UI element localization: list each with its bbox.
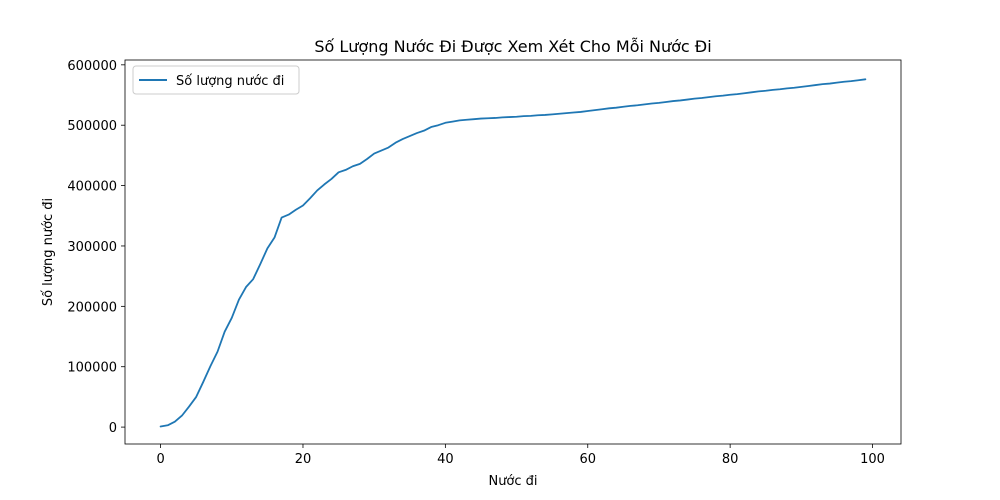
y-tick-label: 500000 bbox=[67, 119, 117, 134]
y-tick-label: 400000 bbox=[67, 180, 117, 195]
chart-title: Số Lượng Nước Đi Được Xem Xét Cho Mỗi Nư… bbox=[314, 37, 711, 56]
series-line bbox=[159, 78, 867, 428]
y-tick-label: 200000 bbox=[67, 300, 117, 315]
x-tick-label: 40 bbox=[437, 452, 454, 467]
y-tick-label: 100000 bbox=[67, 361, 117, 376]
plot-frame bbox=[124, 59, 902, 445]
x-tick-label: 60 bbox=[579, 452, 596, 467]
x-tick-label: 0 bbox=[156, 452, 164, 467]
series-layer bbox=[159, 78, 867, 428]
x-tick-label: 80 bbox=[722, 452, 739, 467]
y-tick-label: 0 bbox=[109, 421, 117, 436]
legend-entry-label: Số lượng nước đi bbox=[176, 74, 284, 89]
x-tick-label: 20 bbox=[295, 452, 312, 467]
y-tick-label: 600000 bbox=[67, 59, 117, 74]
x-tick-label: 100 bbox=[860, 452, 885, 467]
y-axis-ticks: 0 100000 200000 300000 400000 500000 600000 bbox=[67, 59, 125, 436]
x-axis-ticks: 0 20 40 60 80 100 bbox=[156, 444, 885, 467]
legend: Số lượng nước đi bbox=[132, 65, 300, 95]
x-axis-label: Nước đi bbox=[488, 474, 537, 489]
y-tick-label: 300000 bbox=[67, 240, 117, 255]
legend-box bbox=[132, 65, 300, 95]
y-axis-label: Số lượng nước đi bbox=[41, 198, 56, 306]
